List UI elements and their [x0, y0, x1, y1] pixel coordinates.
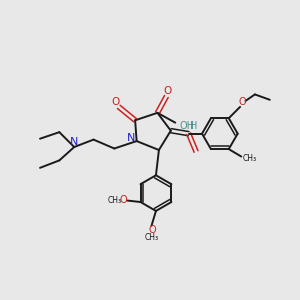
Text: CH₃: CH₃ — [243, 154, 257, 163]
Text: O: O — [164, 86, 172, 96]
Text: N: N — [127, 133, 135, 143]
Text: CH₃: CH₃ — [145, 232, 159, 242]
Text: O: O — [119, 195, 127, 205]
Text: O: O — [112, 97, 120, 106]
Text: O: O — [148, 225, 156, 235]
Text: H: H — [190, 121, 197, 130]
Text: N: N — [70, 137, 78, 147]
Text: O: O — [238, 98, 246, 107]
Text: CH₃: CH₃ — [108, 196, 122, 205]
Text: OH: OH — [180, 121, 195, 130]
